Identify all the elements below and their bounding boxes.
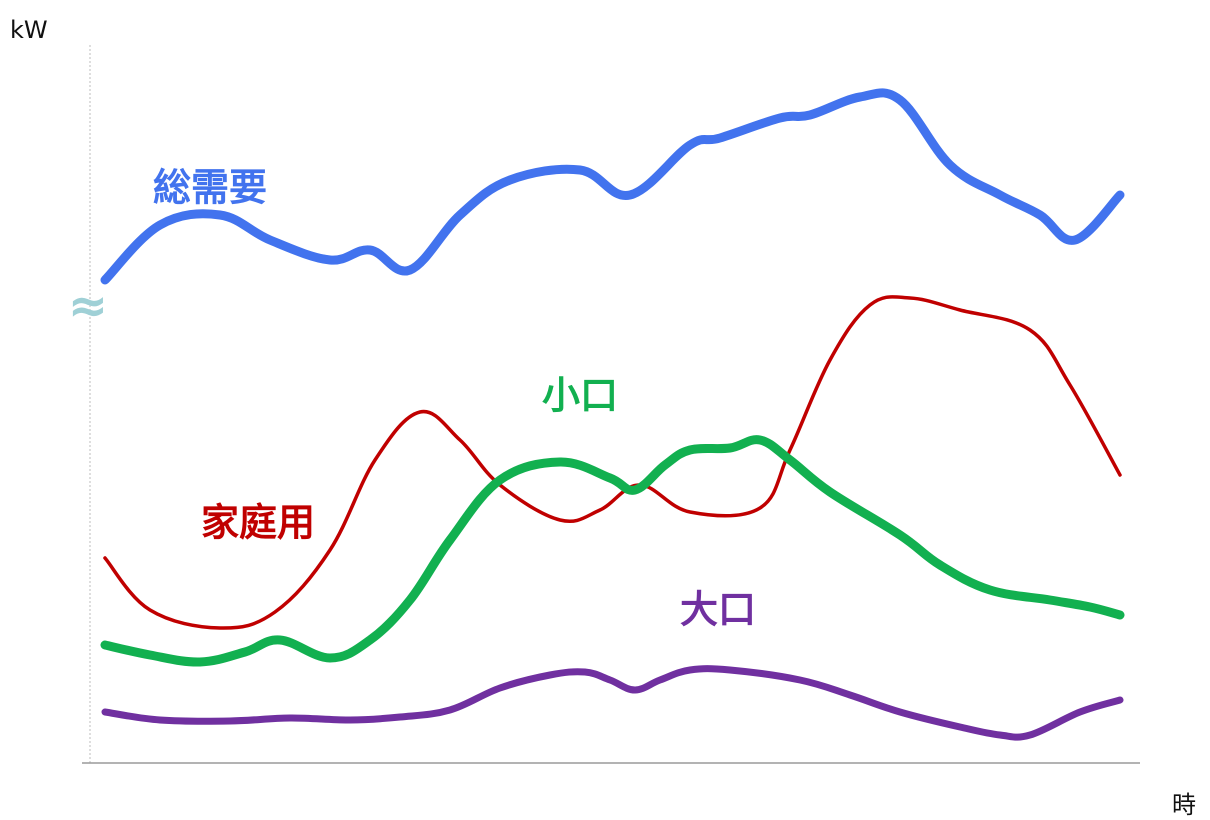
y-axis-label: kW bbox=[10, 16, 48, 44]
series-label-3: 大口 bbox=[680, 588, 756, 632]
axes: kW 時 ≈ bbox=[10, 16, 1196, 819]
series-label-0: 総需要 bbox=[153, 166, 267, 210]
axis-break-symbol: ≈ bbox=[68, 278, 108, 334]
series-label-2: 小口 bbox=[542, 374, 618, 418]
series-label-1: 家庭用 bbox=[201, 501, 315, 545]
series-line-2 bbox=[100, 435, 1125, 667]
series-line-0 bbox=[100, 88, 1125, 285]
series-line-1 bbox=[103, 295, 1122, 630]
series-line-3 bbox=[101, 665, 1124, 741]
series-lines bbox=[100, 88, 1125, 741]
x-axis-label: 時 bbox=[1172, 791, 1196, 819]
